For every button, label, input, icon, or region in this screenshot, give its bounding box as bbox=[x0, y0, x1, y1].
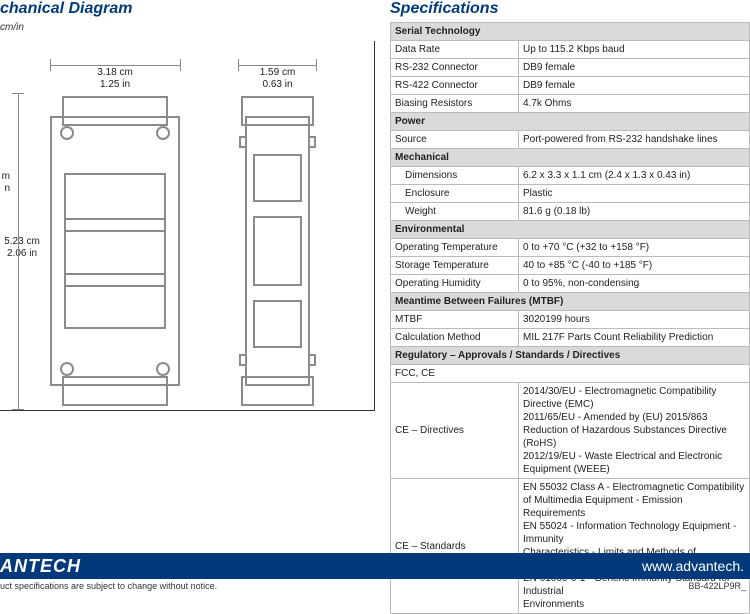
spec-value: Port-powered from RS-232 handshake lines bbox=[519, 131, 750, 149]
spec-label: Enclosure bbox=[391, 185, 519, 203]
spec-row: SourcePort-powered from RS-232 handshake… bbox=[391, 131, 750, 149]
spec-row: RS-232 ConnectorDB9 female bbox=[391, 59, 750, 77]
spec-label: Calculation Method bbox=[391, 329, 519, 347]
spec-label: FCC, CE bbox=[391, 365, 750, 383]
spec-value: DB9 female bbox=[519, 59, 750, 77]
spec-row: Dimensions6.2 x 3.3 x 1.1 cm (2.4 x 1.3 … bbox=[391, 167, 750, 185]
diagram-box: 3.18 cm 1.25 in 1.59 cm 0.63 in 5.23 cm … bbox=[0, 41, 375, 411]
spec-table: Serial TechnologyData RateUp to 115.2 Kb… bbox=[390, 22, 750, 614]
spec-value: 0 to +70 °C (+32 to +158 °F) bbox=[519, 239, 750, 257]
spec-value: Plastic bbox=[519, 185, 750, 203]
spec-row: Data RateUp to 115.2 Kbps baud bbox=[391, 41, 750, 59]
spec-row: Biasing Resistors4.7k Ohms bbox=[391, 95, 750, 113]
spec-value: 2014/30/EU - Electromagnetic Compatibili… bbox=[519, 383, 750, 479]
spec-section-head: Meantime Between Failures (MTBF) bbox=[391, 293, 750, 311]
spec-label: CE – Standards bbox=[391, 479, 519, 614]
spec-section-head: Mechanical bbox=[391, 149, 750, 167]
spec-value: MIL 217F Parts Count Reliability Predict… bbox=[519, 329, 750, 347]
spec-row: RS-422 ConnectorDB9 female bbox=[391, 77, 750, 95]
footer-partno: BB-422LP9R_ bbox=[688, 581, 746, 591]
spec-label: Dimensions bbox=[391, 167, 519, 185]
mechanical-diagram-panel: chanical Diagram cm/in 3.18 cm 1.25 in 1… bbox=[0, 0, 380, 530]
spec-row: Operating Temperature0 to +70 °C (+32 to… bbox=[391, 239, 750, 257]
spec-panel: Specifications Serial TechnologyData Rat… bbox=[380, 0, 750, 530]
spec-label: Source bbox=[391, 131, 519, 149]
spec-label: CE – Directives bbox=[391, 383, 519, 479]
dim-side-width: 1.59 cm 0.63 in bbox=[245, 67, 310, 91]
dim-height: 5.23 cm 2.06 in bbox=[0, 236, 46, 260]
spec-row: Calculation MethodMIL 217F Parts Count R… bbox=[391, 329, 750, 347]
spec-section-head: Environmental bbox=[391, 221, 750, 239]
spec-label: Operating Humidity bbox=[391, 275, 519, 293]
spec-label: Biasing Resistors bbox=[391, 95, 519, 113]
spec-row: Operating Humidity0 to 95%, non-condensi… bbox=[391, 275, 750, 293]
spec-value: DB9 female bbox=[519, 77, 750, 95]
diagram-title: chanical Diagram bbox=[0, 0, 374, 18]
spec-title: Specifications bbox=[390, 0, 750, 18]
spec-section-head: Serial Technology bbox=[391, 23, 750, 41]
spec-value: 40 to +85 °C (-40 to +185 °F) bbox=[519, 257, 750, 275]
spec-value: 4.7k Ohms bbox=[519, 95, 750, 113]
spec-section-head: Regulatory – Approvals / Standards / Dir… bbox=[391, 347, 750, 365]
diagram-units: cm/in bbox=[0, 22, 374, 33]
spec-value: 0 to 95%, non-condensing bbox=[519, 275, 750, 293]
spec-label: Storage Temperature bbox=[391, 257, 519, 275]
dim-height-partial: m n bbox=[0, 171, 10, 195]
spec-value: 6.2 x 3.3 x 1.1 cm (2.4 x 1.3 x 0.43 in) bbox=[519, 167, 750, 185]
dim-front-width: 3.18 cm 1.25 in bbox=[50, 67, 180, 91]
brand-url: www.advantech. bbox=[642, 558, 744, 574]
spec-label: Data Rate bbox=[391, 41, 519, 59]
spec-label: Weight bbox=[391, 203, 519, 221]
brand-logo: ANTECH bbox=[0, 556, 81, 577]
spec-value: Up to 115.2 Kbps baud bbox=[519, 41, 750, 59]
spec-label: RS-422 Connector bbox=[391, 77, 519, 95]
spec-value: EN 55032 Class A - Electromagnetic Compa… bbox=[519, 479, 750, 614]
device-front-view bbox=[50, 116, 180, 386]
spec-row: EnclosurePlastic bbox=[391, 185, 750, 203]
spec-section-head: Power bbox=[391, 113, 750, 131]
spec-row: Weight81.6 g (0.18 lb) bbox=[391, 203, 750, 221]
spec-row: MTBF3020199 hours bbox=[391, 311, 750, 329]
footer: ANTECH www.advantech. uct specifications… bbox=[0, 553, 750, 591]
spec-row: FCC, CE bbox=[391, 365, 750, 383]
spec-row: CE – Directives2014/30/EU - Electromagne… bbox=[391, 383, 750, 479]
spec-row: Storage Temperature40 to +85 °C (-40 to … bbox=[391, 257, 750, 275]
spec-label: MTBF bbox=[391, 311, 519, 329]
footer-disclaimer: uct specifications are subject to change… bbox=[0, 581, 217, 591]
spec-row: CE – StandardsEN 55032 Class A - Electro… bbox=[391, 479, 750, 614]
spec-value: 3020199 hours bbox=[519, 311, 750, 329]
spec-label: Operating Temperature bbox=[391, 239, 519, 257]
spec-label: RS-232 Connector bbox=[391, 59, 519, 77]
spec-value: 81.6 g (0.18 lb) bbox=[519, 203, 750, 221]
device-side-view bbox=[245, 116, 310, 386]
